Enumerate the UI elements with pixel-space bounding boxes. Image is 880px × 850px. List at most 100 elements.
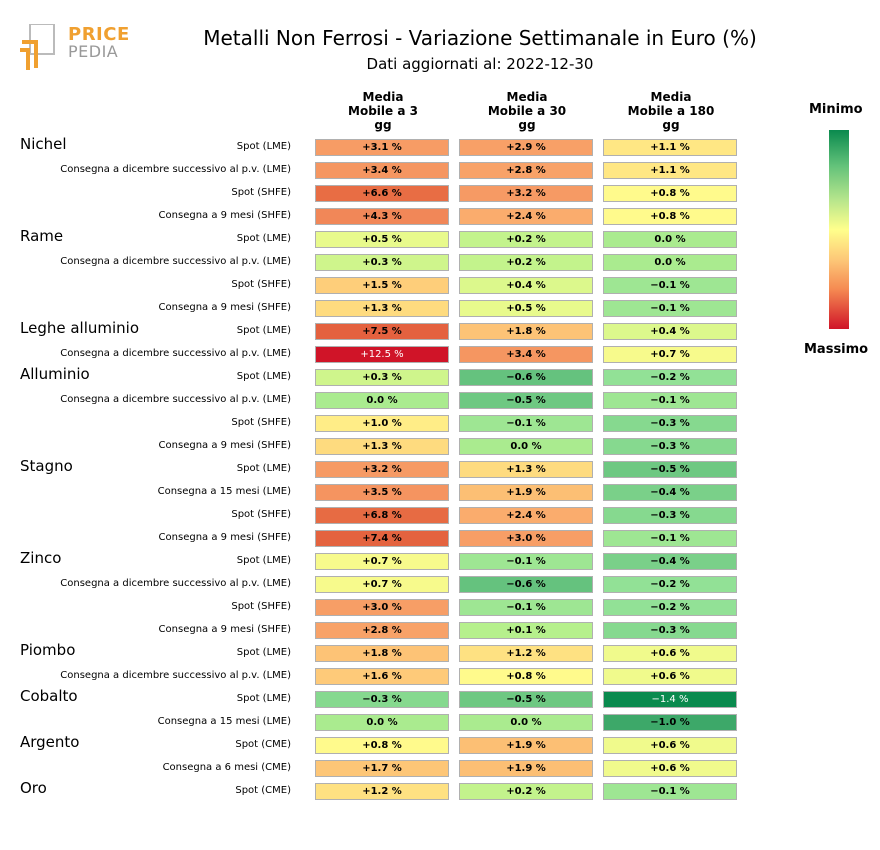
column-header: Media Mobile a 180 gg	[627, 90, 715, 132]
row-label: Consegna a 15 mesi (LME)	[157, 716, 291, 727]
group-label: Rame	[20, 227, 64, 245]
group-label: Zinco	[20, 549, 62, 567]
heatmap-cell: +2.8 %	[315, 622, 449, 639]
heatmap-cell: +1.9 %	[459, 737, 593, 754]
heatmap-cell: +1.9 %	[459, 484, 593, 501]
row-label: Spot (SHFE)	[231, 601, 291, 612]
row-label: Spot (LME)	[236, 647, 291, 658]
heatmap-cell: +1.9 %	[459, 760, 593, 777]
heatmap-cell: +0.1 %	[459, 622, 593, 639]
row-label: Spot (SHFE)	[231, 509, 291, 520]
heatmap-cell: +0.3 %	[315, 254, 449, 271]
heatmap-cell: +2.9 %	[459, 139, 593, 156]
heatmap-cell: +0.2 %	[459, 254, 593, 271]
heatmap-cell: −0.6 %	[459, 576, 593, 593]
heatmap-cell: −0.5 %	[603, 461, 737, 478]
logo-mark-icon	[20, 24, 55, 70]
row-label: Consegna a dicembre successivo al p.v. (…	[60, 578, 291, 589]
heatmap-cell: +6.6 %	[315, 185, 449, 202]
heatmap-cell: +0.6 %	[603, 760, 737, 777]
row-label: Spot (SHFE)	[231, 279, 291, 290]
heatmap-cell: 0.0 %	[315, 714, 449, 731]
heatmap-cell: +3.1 %	[315, 139, 449, 156]
heatmap-cell: −0.3 %	[315, 691, 449, 708]
heatmap-cell: +6.8 %	[315, 507, 449, 524]
row-label: Consegna a dicembre successivo al p.v. (…	[60, 164, 291, 175]
row-label: Spot (SHFE)	[231, 417, 291, 428]
heatmap-cell: +3.2 %	[315, 461, 449, 478]
heatmap-cell: +7.4 %	[315, 530, 449, 547]
heatmap-cell: +3.4 %	[315, 162, 449, 179]
group-label: Stagno	[20, 457, 73, 475]
heatmap-cell: −0.2 %	[603, 369, 737, 386]
heatmap-cell: −0.5 %	[459, 691, 593, 708]
chart-title: Metalli Non Ferrosi - Variazione Settima…	[203, 26, 757, 50]
heatmap-cell: −0.4 %	[603, 484, 737, 501]
colorbar-min-label: Minimo	[809, 102, 863, 117]
row-label: Spot (SHFE)	[231, 187, 291, 198]
row-label: Spot (LME)	[236, 555, 291, 566]
row-label: Spot (CME)	[235, 785, 291, 796]
heatmap-cell: +1.2 %	[459, 645, 593, 662]
heatmap-cell: −0.1 %	[603, 277, 737, 294]
heatmap-cell: +0.8 %	[603, 185, 737, 202]
row-label: Consegna a 9 mesi (SHFE)	[158, 624, 291, 635]
heatmap-cell: −0.4 %	[603, 553, 737, 570]
row-label: Consegna a 9 mesi (SHFE)	[158, 302, 291, 313]
row-label: Consegna a dicembre successivo al p.v. (…	[60, 348, 291, 359]
heatmap-cell: −0.1 %	[603, 530, 737, 547]
heatmap-cell: −0.1 %	[459, 599, 593, 616]
heatmap-cell: −0.2 %	[603, 576, 737, 593]
heatmap-cell: +2.8 %	[459, 162, 593, 179]
heatmap-cell: −0.1 %	[603, 392, 737, 409]
row-label: Consegna a dicembre successivo al p.v. (…	[60, 256, 291, 267]
heatmap-cell: +0.5 %	[315, 231, 449, 248]
row-label: Consegna a 9 mesi (SHFE)	[158, 532, 291, 543]
heatmap-cell: +1.3 %	[315, 438, 449, 455]
heatmap-cell: −0.1 %	[459, 415, 593, 432]
row-label: Spot (LME)	[236, 325, 291, 336]
heatmap-cell: +0.5 %	[459, 300, 593, 317]
heatmap-cell: +2.4 %	[459, 208, 593, 225]
colorbar	[829, 130, 849, 329]
heatmap-cell: +0.2 %	[459, 783, 593, 800]
heatmap-cell: +0.7 %	[315, 553, 449, 570]
heatmap-cell: −0.2 %	[603, 599, 737, 616]
heatmap-cell: +1.2 %	[315, 783, 449, 800]
heatmap-cell: +1.8 %	[315, 645, 449, 662]
heatmap-cell: +0.3 %	[315, 369, 449, 386]
row-label: Consegna a 9 mesi (SHFE)	[158, 210, 291, 221]
group-label: Piombo	[20, 641, 76, 659]
heatmap-cell: −0.3 %	[603, 438, 737, 455]
logo-text-pedia: PEDIA	[68, 42, 119, 61]
heatmap-cell: +3.0 %	[315, 599, 449, 616]
heatmap-cell: +0.7 %	[315, 576, 449, 593]
heatmap-cell: 0.0 %	[603, 254, 737, 271]
heatmap-cell: +1.3 %	[315, 300, 449, 317]
heatmap-cell: +4.3 %	[315, 208, 449, 225]
heatmap-cell: −0.1 %	[603, 300, 737, 317]
row-label: Consegna a 9 mesi (SHFE)	[158, 440, 291, 451]
heatmap-cell: −0.3 %	[603, 507, 737, 524]
heatmap-cell: +12.5 %	[315, 346, 449, 363]
heatmap-cell: −0.3 %	[603, 415, 737, 432]
heatmap-cell: 0.0 %	[459, 438, 593, 455]
heatmap-cell: −0.6 %	[459, 369, 593, 386]
heatmap-cell: −0.1 %	[603, 783, 737, 800]
heatmap-cell: +1.1 %	[603, 139, 737, 156]
heatmap-cell: −1.4 %	[603, 691, 737, 708]
group-label: Nichel	[20, 135, 67, 153]
heatmap-cell: +1.5 %	[315, 277, 449, 294]
heatmap-cell: +0.2 %	[459, 231, 593, 248]
row-label: Consegna a 6 mesi (CME)	[162, 762, 291, 773]
logo-text-price: PRICE	[68, 24, 130, 45]
column-header: Media Mobile a 30 gg	[487, 90, 567, 132]
heatmap-cell: +0.6 %	[603, 737, 737, 754]
heatmap-cell: +7.5 %	[315, 323, 449, 340]
row-label: Spot (LME)	[236, 463, 291, 474]
row-label: Spot (LME)	[236, 141, 291, 152]
pricepedia-logo: PRICE PEDIA	[18, 24, 130, 74]
heatmap-cell: +0.4 %	[459, 277, 593, 294]
chart-subtitle: Dati aggiornati al: 2022-12-30	[366, 55, 594, 73]
heatmap-cell: +3.5 %	[315, 484, 449, 501]
